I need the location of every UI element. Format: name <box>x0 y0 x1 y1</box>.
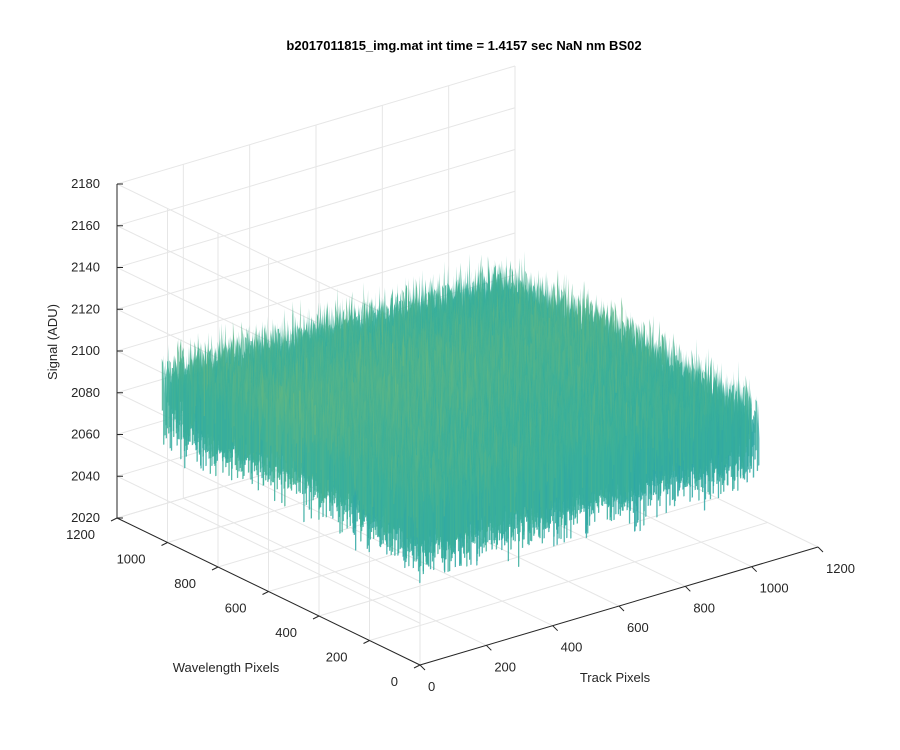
surface-strip <box>214 381 216 424</box>
grid-line <box>116 232 516 352</box>
grid-line <box>116 434 421 582</box>
surface-strip <box>229 395 231 463</box>
surface-strip <box>161 358 164 411</box>
surface-strip <box>206 385 208 447</box>
surface-strip <box>164 365 166 436</box>
surface-strip <box>168 344 170 434</box>
surface-strip <box>188 375 191 437</box>
surface-strip <box>225 406 228 441</box>
chart-title: b2017011815_img.mat int time = 1.4157 se… <box>286 38 641 53</box>
grid-line <box>116 190 516 310</box>
surface-strip <box>166 347 169 429</box>
grid-line <box>116 65 516 185</box>
grid-line <box>116 475 421 624</box>
surface-strip <box>222 400 224 462</box>
grid-line <box>116 107 516 227</box>
grid-line <box>116 149 516 268</box>
surface-strip <box>170 381 172 432</box>
surface-strip <box>163 355 165 445</box>
surface-strip <box>427 291 430 322</box>
surface-strip <box>174 369 176 415</box>
grid-line <box>369 522 768 641</box>
surface-strip <box>165 368 167 426</box>
surface-strip <box>169 371 171 428</box>
surface-strip <box>207 383 209 426</box>
surface-layer <box>161 250 760 584</box>
